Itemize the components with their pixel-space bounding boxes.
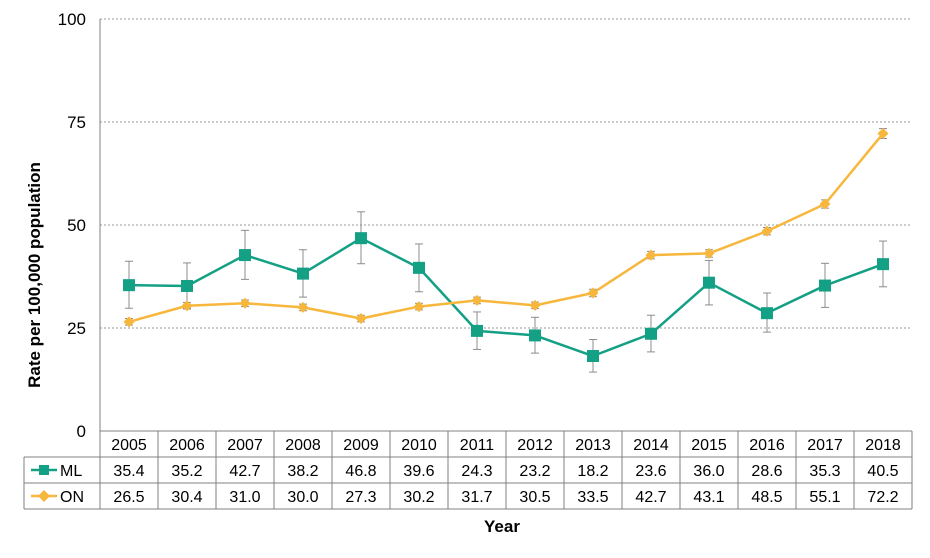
gridlines — [99, 18, 912, 432]
data-table: 2005 2006 2007 2008 2009 2010 2011 2012 2013 2014… — [23, 430, 913, 510]
data-label: 43.1 — [693, 489, 724, 506]
data-label: 24.3 — [461, 463, 492, 480]
series-line-on — [128, 132, 884, 324]
y-tick-label: 100 — [58, 10, 86, 29]
data-point-square — [587, 350, 599, 363]
data-label: 30.2 — [403, 489, 434, 506]
data-point-diamond — [123, 316, 135, 328]
data-point-square — [819, 279, 831, 292]
data-label: 72.2 — [867, 489, 898, 506]
data-label: 31.0 — [229, 489, 260, 506]
data-point-square — [645, 327, 657, 340]
plot-area — [123, 128, 889, 373]
x-tick-label: 2013 — [575, 437, 611, 454]
data-point-diamond — [877, 128, 889, 140]
data-point-square — [239, 249, 251, 262]
data-point-diamond — [181, 300, 193, 312]
x-tick-label: 2011 — [460, 437, 495, 454]
data-point-diamond — [703, 247, 715, 259]
data-point-diamond — [471, 294, 483, 306]
data-label: 23.2 — [519, 463, 550, 480]
data-point-square — [877, 258, 889, 271]
x-tick-label: 2017 — [807, 437, 843, 454]
data-point-square — [413, 261, 425, 274]
data-point-diamond — [297, 301, 309, 313]
legend-label: ON — [60, 489, 84, 506]
data-point-diamond — [761, 225, 773, 237]
x-tick-label: 2010 — [401, 437, 437, 454]
x-axis-label: Year — [484, 517, 520, 536]
data-label: 36.0 — [693, 463, 724, 480]
data-label: 26.5 — [113, 489, 144, 506]
data-label: 30.5 — [519, 489, 550, 506]
data-label: 35.4 — [113, 463, 144, 480]
x-tick-label: 2009 — [343, 437, 379, 454]
data-label: 39.6 — [403, 463, 434, 480]
data-point-diamond — [239, 297, 251, 309]
data-label: 42.7 — [635, 489, 666, 506]
data-label: 38.2 — [287, 463, 318, 480]
data-label: 23.6 — [635, 463, 666, 480]
data-label: 55.1 — [809, 489, 840, 506]
legend-label: ML — [60, 463, 82, 480]
data-point-diamond — [819, 198, 831, 210]
data-label: 27.3 — [345, 489, 376, 506]
data-point-square — [703, 276, 715, 289]
x-tick-label: 2005 — [111, 437, 147, 454]
data-label: 42.7 — [229, 463, 260, 480]
data-point-square — [123, 279, 135, 292]
y-axis-ticks: 0 25 50 75 100 — [58, 10, 86, 441]
data-point-square — [297, 267, 309, 280]
x-tick-label: 2008 — [285, 437, 321, 454]
data-label: 48.5 — [751, 489, 782, 506]
data-point-diamond — [529, 299, 541, 311]
data-point-square — [529, 329, 541, 342]
x-tick-label: 2012 — [517, 437, 553, 454]
data-label: 30.4 — [171, 489, 202, 506]
x-tick-label: 2007 — [227, 437, 263, 454]
data-label: 40.5 — [867, 463, 898, 480]
x-tick-label: 2006 — [169, 437, 205, 454]
y-tick-label: 75 — [67, 113, 86, 132]
data-point-square — [355, 232, 367, 245]
data-point-square — [471, 324, 483, 337]
x-tick-label: 2016 — [749, 437, 785, 454]
y-tick-label: 25 — [67, 319, 86, 338]
data-label: 18.2 — [577, 463, 608, 480]
x-tick-label: 2018 — [865, 437, 901, 454]
x-tick-label: 2014 — [633, 437, 669, 454]
data-point-square — [761, 307, 773, 320]
y-axis-label: Rate per 100,000 population — [25, 162, 44, 388]
data-point-diamond — [645, 249, 657, 261]
data-label: 46.8 — [345, 463, 376, 480]
data-label: 28.6 — [751, 463, 782, 480]
x-tick-label: 2015 — [691, 437, 727, 454]
data-label: 35.2 — [171, 463, 202, 480]
data-point-square — [181, 279, 193, 292]
data-point-diamond — [355, 313, 367, 325]
data-label: 30.0 — [287, 489, 318, 506]
data-point-diamond — [587, 287, 599, 299]
y-tick-label: 0 — [77, 422, 86, 441]
series-line-ml — [128, 236, 884, 358]
y-tick-label: 50 — [67, 216, 86, 235]
legend-marker-diamond — [38, 490, 50, 502]
data-label: 31.7 — [461, 489, 492, 506]
data-label: 35.3 — [809, 463, 840, 480]
legend-marker-square — [39, 465, 49, 475]
data-label: 33.5 — [577, 489, 608, 506]
data-point-diamond — [413, 301, 425, 313]
